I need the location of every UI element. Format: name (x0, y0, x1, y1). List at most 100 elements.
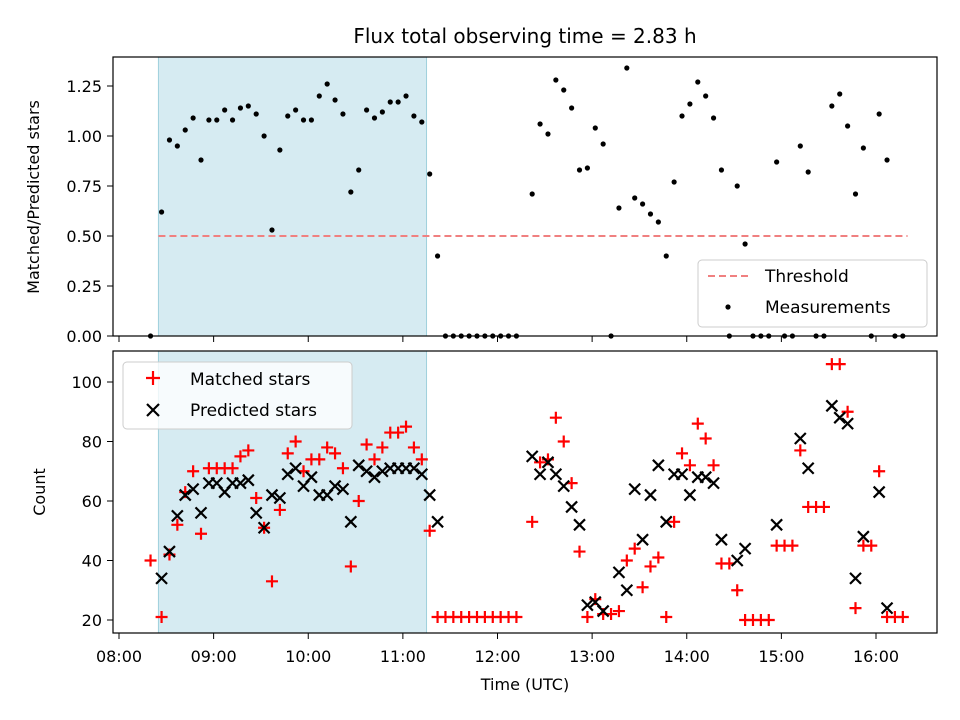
matched-star-point (400, 420, 413, 433)
predicted-star-point (738, 542, 752, 555)
bottom-x-tick-label: 09:00 (191, 647, 237, 666)
matched-star-point (526, 515, 539, 528)
measurement-point (624, 65, 630, 71)
predicted-star-point (336, 482, 350, 496)
measurement-point (269, 227, 275, 233)
measurement-point (324, 81, 330, 87)
measurement-point (632, 195, 638, 201)
bottom-legend-box (122, 361, 353, 430)
measurement-point (553, 77, 559, 83)
measurement-point (237, 105, 244, 111)
top-y-tick-label: 0.75 (66, 177, 102, 196)
measurement-point (774, 159, 780, 165)
predicted-star-point (699, 470, 712, 484)
measurement-point (647, 211, 654, 217)
predicted-star-point (628, 482, 641, 496)
bottom-y-axis-label: Count (30, 468, 49, 516)
predicted-star-point (171, 509, 184, 523)
matched-star-point (668, 515, 681, 528)
predicted-star-point (368, 470, 381, 484)
measurement-point (166, 137, 173, 143)
predicted-star-point (833, 411, 847, 424)
predicted-star-point (431, 515, 444, 529)
matched-star-point (407, 441, 420, 454)
measurement-point (158, 209, 165, 215)
predicted-star-point (273, 491, 287, 505)
matched-star-point (762, 614, 775, 626)
measurement-point (293, 107, 299, 113)
measurement-point (427, 171, 433, 177)
matched-star-point (676, 447, 689, 460)
measurement-point (253, 111, 259, 117)
measurement-point (182, 127, 188, 133)
top-legend-box (697, 259, 928, 328)
bottom-y-tick-label: 40 (82, 552, 102, 571)
measurement-point (214, 117, 220, 123)
measurement-point (679, 113, 685, 119)
bottom-x-tick-label: 08:00 (96, 647, 142, 666)
top-panel: 0.00 0.25 0.50 0.75 1.00 1.25 Flux total obse… (24, 24, 938, 346)
top-y-axis-ticks: 0.00 0.25 0.50 0.75 1.00 1.25 (66, 77, 113, 346)
measurement-point (655, 219, 661, 225)
measurement-point (206, 117, 212, 123)
predicted-star-point (360, 464, 373, 478)
predicted-star-point (249, 506, 263, 520)
matched-star-point (187, 465, 200, 478)
measurement-point (411, 113, 417, 119)
matched-star-point (557, 435, 570, 448)
predicted-star-point (376, 464, 389, 478)
matched-star-point (273, 503, 286, 516)
matched-star-point (360, 438, 373, 451)
predicted-star-point (849, 572, 862, 585)
measurement-point (561, 87, 567, 93)
matched-star-point (336, 462, 349, 475)
measurement-point (229, 117, 236, 123)
measurement-point (174, 143, 180, 149)
predicted-star-point (407, 461, 421, 475)
predicted-star-point (794, 432, 807, 445)
matched-star-point (368, 453, 381, 466)
predicted-star-point (652, 459, 665, 472)
predicted-star-point (801, 461, 815, 475)
matched-star-point (652, 551, 665, 564)
top-y-tick-label: 0.50 (66, 227, 102, 246)
legend-predicted-swatch (146, 403, 160, 417)
measurement-point (600, 141, 606, 147)
top-shaded-region (157, 56, 428, 337)
predicted-star-point (715, 533, 728, 546)
top-plot-frame (112, 56, 938, 337)
bottom-x-tick-label: 16:00 (853, 647, 899, 666)
measurement-point (387, 99, 393, 105)
predicted-star-point (352, 459, 365, 472)
measurement-point (845, 123, 851, 129)
matched-star-point (620, 554, 633, 567)
matched-star-point (234, 450, 247, 463)
predicted-star-point (675, 467, 689, 481)
bottom-y-tick-label: 80 (82, 433, 102, 452)
measurement-point (261, 133, 267, 139)
bottom-x-tick-label: 15:00 (758, 647, 804, 666)
matched-star-point (344, 560, 357, 573)
legend-matched-swatch (146, 371, 160, 385)
measurement-point (805, 169, 811, 175)
predicted-star-point (770, 518, 783, 532)
matched-star-point (699, 432, 712, 445)
predicted-star-point (186, 482, 200, 496)
measurement-point (663, 253, 669, 259)
matched-star-point (376, 441, 389, 454)
predicted-star-point (423, 488, 436, 502)
measurement-point (379, 109, 385, 115)
matched-star-point (786, 539, 799, 552)
bottom-legend: Matched stars Predicted stars (122, 361, 353, 430)
measurement-point (348, 189, 354, 195)
matched-star-point (423, 524, 436, 537)
matched-star-point (534, 456, 547, 469)
matched-star-point (841, 405, 854, 418)
predicted-star-point (573, 518, 586, 532)
predicted-star-point (659, 515, 673, 529)
predicted-star-point (644, 488, 657, 502)
predicted-star-point (612, 566, 626, 579)
matched-star-point (896, 611, 909, 624)
top-y-tick-label: 1.25 (66, 77, 102, 96)
